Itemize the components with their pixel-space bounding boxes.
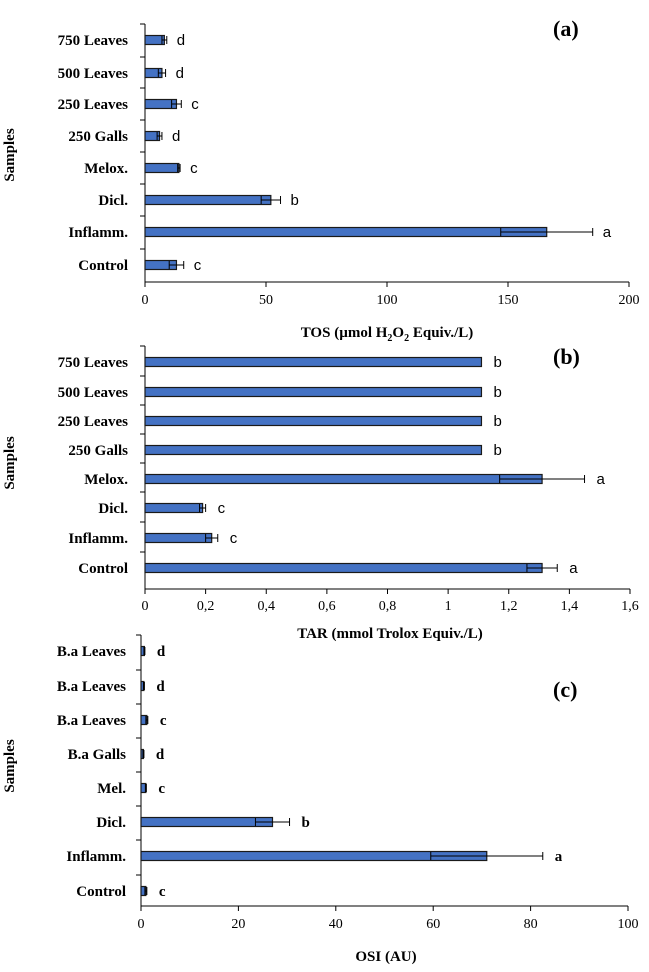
category-label: B.a Galls (68, 747, 127, 763)
panel-c-xlabel: OSI (AU) (355, 949, 416, 965)
significance-label: b (493, 354, 501, 371)
panel-a-tos: (a) Samples TOS (µmol H2O2 Equiv./L) 0 50… (2, 16, 640, 344)
bar (145, 475, 542, 484)
significance-label: c (160, 713, 167, 729)
category-label: 750 Leaves (58, 355, 129, 371)
x-tick-label: 0 (142, 293, 149, 308)
bar (145, 417, 481, 426)
significance-label: c (158, 781, 165, 797)
category-label: Inflamm. (66, 849, 126, 865)
significance-label: a (569, 560, 578, 577)
significance-label: c (191, 96, 199, 113)
bar (145, 388, 481, 397)
x-tick-label: 1,2 (500, 599, 518, 614)
x-tick-label: 50 (259, 293, 273, 308)
panel-a-xlabel: TOS (µmol H2O2 Equiv./L) (301, 325, 474, 344)
panel-a-tag: (a) (553, 16, 579, 41)
significance-label: c (218, 500, 226, 517)
category-label: Control (76, 884, 126, 900)
significance-label: d (172, 128, 180, 145)
significance-label: b (493, 413, 501, 430)
x-tick-label: 0,4 (258, 599, 276, 614)
category-label: 250 Leaves (58, 97, 129, 113)
category-label: B.a Leaves (57, 644, 126, 660)
bar (145, 164, 179, 173)
significance-label: a (597, 471, 606, 488)
significance-label: c (159, 884, 166, 900)
category-label: 750 Leaves (58, 33, 129, 49)
bar (141, 818, 272, 827)
bar (145, 196, 271, 205)
significance-label: c (190, 160, 198, 177)
category-label: Melox. (84, 161, 128, 177)
category-label: Inflamm. (68, 225, 128, 241)
significance-label: d (156, 679, 165, 695)
category-label: B.a Leaves (57, 713, 126, 729)
x-tick-label: 40 (329, 917, 343, 932)
category-label: 250 Galls (68, 443, 128, 459)
x-tick-label: 200 (619, 293, 640, 308)
category-label: 500 Leaves (58, 66, 129, 82)
category-label: Melox. (84, 472, 128, 488)
panel-a-ylabel: Samples (2, 128, 18, 182)
significance-label: d (176, 65, 184, 82)
significance-label: c (230, 530, 238, 547)
category-label: Dicl. (98, 501, 128, 517)
category-label: 250 Leaves (58, 414, 129, 430)
x-tick-label: 100 (377, 293, 398, 308)
significance-label: b (493, 442, 501, 459)
significance-label: d (157, 644, 166, 660)
panel-b-tag: (b) (553, 344, 580, 369)
x-tick-label: 0,8 (379, 599, 397, 614)
panel-c-osi: (c) Samples OSI (AU) 0 20 40 60 80 100 B.a Lea… (2, 635, 639, 965)
x-tick-label: 0 (142, 599, 149, 614)
significance-label: b (493, 384, 501, 401)
x-tick-label: 60 (426, 917, 440, 932)
x-tick-label: 20 (231, 917, 245, 932)
bar (145, 504, 203, 513)
x-tick-label: 80 (524, 917, 538, 932)
significance-label: b (291, 192, 299, 209)
category-label: Inflamm. (68, 531, 128, 547)
panel-b-ylabel: Samples (2, 436, 18, 490)
x-tick-label: 1,6 (621, 599, 639, 614)
category-label: Dicl. (96, 815, 126, 831)
category-label: Mel. (97, 781, 126, 797)
panel-c-tag: (c) (553, 677, 577, 702)
x-tick-label: 0 (138, 917, 145, 932)
x-tick-label: 0,2 (197, 599, 215, 614)
category-label: 500 Leaves (58, 385, 129, 401)
x-tick-label: 1,4 (561, 599, 579, 614)
x-tick-label: 1 (445, 599, 452, 614)
panel-c-ylabel: Samples (2, 739, 18, 793)
significance-label: a (603, 224, 612, 241)
panel-b-xlabel: TAR (mmol Trolox Equiv./L) (297, 626, 483, 642)
significance-label: b (302, 815, 310, 831)
category-label: Control (78, 258, 128, 274)
category-label: Dicl. (98, 193, 128, 209)
bar (145, 446, 481, 455)
significance-label: d (177, 32, 185, 49)
x-tick-label: 150 (498, 293, 519, 308)
category-label: B.a Leaves (57, 679, 126, 695)
bar (145, 228, 547, 237)
bar (145, 564, 542, 573)
significance-label: a (555, 849, 563, 865)
bar (145, 358, 481, 367)
category-label: 250 Galls (68, 129, 128, 145)
category-label: Control (78, 561, 128, 577)
significance-label: d (156, 747, 165, 763)
significance-label: c (194, 257, 202, 274)
x-tick-label: 100 (618, 917, 639, 932)
panel-b-tar: (b) Samples TAR (mmol Trolox Equiv./L) 0… (2, 344, 639, 642)
bar (145, 534, 212, 543)
x-tick-label: 0,6 (318, 599, 336, 614)
